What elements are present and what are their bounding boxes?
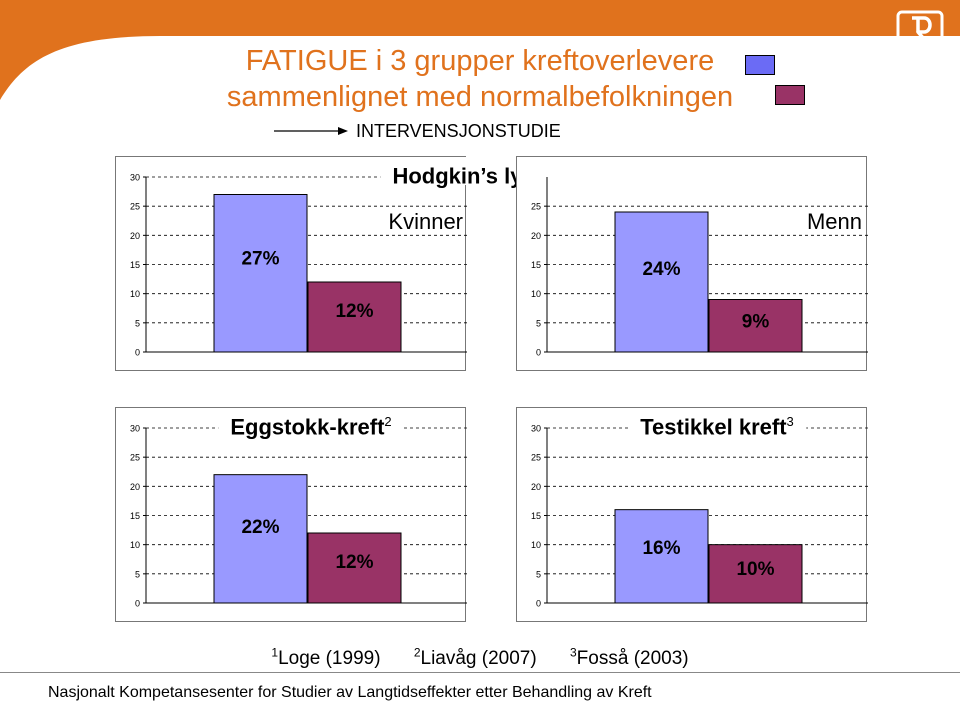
y-tick-label: 15 [531,260,541,270]
legend-swatch-survivors [745,55,775,75]
y-tick-label: 15 [531,511,541,521]
bar [307,532,402,604]
y-tick-label: 20 [531,482,541,492]
footer-divider [0,672,960,673]
bar [708,299,803,353]
chart-canvas: 0 5 10 15 20 25 30 27% 12% [130,173,467,358]
reference-text: Fosså (2003) [576,648,689,670]
y-tick-label: 10 [130,289,140,299]
chart-title: Eggstokk-kreft2 [218,408,404,440]
data-label: 12% [335,301,373,322]
reference-1: 1Loge (1999) [271,646,381,670]
data-label: 10% [736,559,774,580]
y-tick-label: 20 [130,231,140,241]
y-tick-label: 25 [531,453,541,463]
chart-subtitle: Menn [806,209,862,234]
intervention-label: INTERVENSJONSTUDIE [356,121,561,141]
y-tick-label: 0 [135,348,140,358]
y-tick-label: 15 [130,260,140,270]
slide-title-line1: FATIGUE i 3 grupper kreftoverlevere [245,45,715,77]
references: 1Loge (1999) 2Liavåg (2007) 3Fosså (2003… [0,640,960,672]
data-label: 12% [335,552,373,573]
y-tick-label: 25 [130,453,140,463]
y-tick-label: 10 [531,540,541,550]
banner-shape [0,0,960,100]
reference-3: 3Fosså (2003) [569,646,689,670]
reference-num: 2 [413,646,421,660]
reference-text: Loge (1999) [278,648,381,670]
y-tick-label: 25 [130,202,140,212]
reference-2: 2Liavåg (2007) [413,646,537,670]
data-label: 24% [642,259,680,280]
y-tick-label: 30 [531,424,541,434]
y-tick-label: 5 [135,318,140,328]
y-tick-label: 20 [531,231,541,241]
bar [213,194,308,353]
chart-title-text: Eggstokk-kreft [230,414,385,440]
y-tick-label: 0 [135,599,140,609]
chart-canvas: 0 5 10 15 20 25 30 16% 10% [531,424,868,609]
y-tick-label: 5 [135,569,140,579]
chart-ovarian-cancer: 0 5 10 15 20 25 30 22% 12% Eggstokk-kreft2 [115,407,467,622]
y-tick-label: 0 [536,348,541,358]
y-tick-label: 30 [130,173,140,183]
rehab-cross-logo-icon [896,10,944,54]
chart-testicular-cancer: 0 5 10 15 20 25 30 16% 10% Testikkel kreft3 [516,407,868,622]
legend-swatch-normal-population [775,85,805,105]
data-label: 27% [241,249,279,270]
chart-canvas: 0 5 10 15 20 25 30 22% 12% [130,424,467,609]
data-label: 22% [241,517,279,538]
data-label: 9% [742,312,770,333]
y-tick-label: 10 [531,289,541,299]
bar [708,544,803,604]
footer-text: Nasjonalt Kompetansesenter for Studier a… [48,684,652,701]
chart-canvas: 0 5 10 15 20 25 24% 9% [531,177,868,358]
chart-title-ref: 2 [384,414,392,429]
reference-num: 3 [569,646,577,660]
bar [213,474,308,604]
chart-title-ref: 3 [786,414,794,429]
reference-text: Liavåg (2007) [420,648,537,670]
chart-hodgkin-men: 0 5 10 15 20 25 24% 9% Menn [516,156,868,371]
y-tick-label: 5 [536,318,541,328]
arrow-right-icon [274,127,348,135]
y-tick-label: 20 [130,482,140,492]
reference-num: 1 [271,646,279,660]
slide-title-line2: sammenlignet med normalbefolkningen [226,81,734,113]
y-tick-label: 25 [531,202,541,212]
y-tick-label: 5 [536,569,541,579]
y-tick-label: 0 [536,599,541,609]
bar [614,509,709,604]
y-tick-label: 15 [130,511,140,521]
chart-title: Testikkel kreft3 [628,408,806,440]
data-label: 16% [642,538,680,559]
y-tick-label: 30 [130,424,140,434]
chart-title-text: Testikkel kreft [640,414,787,440]
header-banner [0,0,960,120]
y-tick-label: 10 [130,540,140,550]
chart-subtitle: Kvinner [388,209,463,234]
bar [614,211,709,353]
